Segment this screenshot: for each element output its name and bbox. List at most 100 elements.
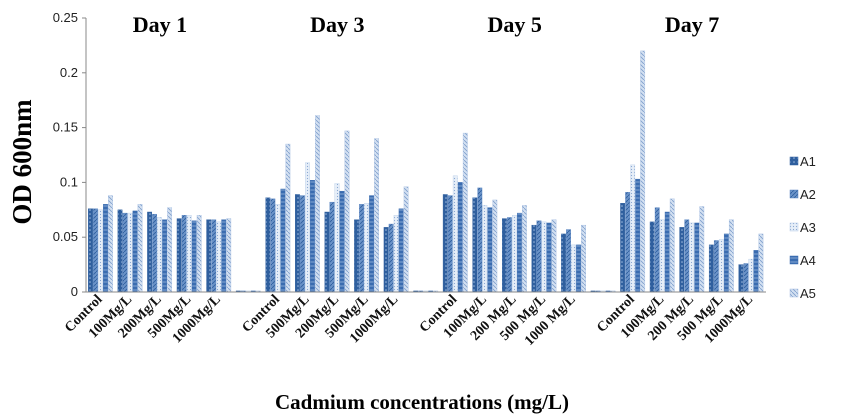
bar-a3-cat-9 [364, 203, 369, 293]
bar-a5-cat-10 [403, 186, 409, 293]
bar-a2-cat-6 [270, 198, 276, 293]
bar-a3-cat-18 [630, 164, 636, 293]
bar-a1-cat-14 [502, 218, 507, 293]
bar-a1-cat-13 [472, 197, 478, 293]
bar-a1-cat-18 [620, 203, 626, 293]
x-axis-label: Cadmium concentrations (mg/L) [275, 390, 569, 414]
bar-a3-cat-15 [541, 221, 547, 293]
bar-a2-cat-12 [447, 195, 453, 293]
bar-a3-cat-0 [98, 209, 103, 293]
bar-a2-cat-13 [477, 187, 483, 293]
y-tick-label: 0.05 [53, 229, 78, 244]
legend-label-a1: A1 [800, 154, 816, 169]
bar-a2-cat-9 [359, 204, 364, 293]
bar-a3-cat-19 [659, 219, 665, 293]
bar-a1-cat-12 [442, 194, 448, 293]
bar-a4-cat-15 [546, 222, 552, 293]
bar-a4-cat-13 [487, 207, 493, 293]
legend-label-a4: A4 [800, 253, 816, 268]
y-tick-label: 0.2 [60, 65, 78, 80]
bar-a1-cat-21 [708, 244, 714, 293]
bar-a2-cat-18 [625, 192, 631, 293]
bar-a1-cat-2 [147, 211, 153, 293]
bar-a1-cat-15 [531, 224, 537, 293]
bar-a2-cat-7 [300, 195, 305, 293]
bar-a3-cat-22 [748, 258, 754, 293]
bar-a5-cat-16 [581, 224, 586, 293]
bar-a3-cat-16 [571, 244, 576, 293]
bar-a5-cat-9 [374, 138, 379, 293]
bar-a2-cat-16 [566, 229, 571, 293]
bar-a3-cat-1 [127, 212, 133, 293]
bar-a3-cat-10 [393, 215, 399, 293]
bar-a3-cat-2 [157, 217, 163, 293]
bar-a4-cat-22 [753, 250, 759, 293]
bar-a3-cat-13 [482, 205, 488, 293]
bar-a5-cat-20 [699, 206, 705, 293]
bar-a3-cat-21 [718, 239, 724, 293]
y-tick-label: 0.25 [53, 10, 78, 25]
bar-a2-cat-2 [152, 213, 158, 293]
bar-a4-cat-12 [457, 182, 463, 293]
bar-a1-cat-3 [176, 218, 182, 293]
bar-a4-cat-6 [280, 188, 286, 293]
bar-a5-cat-6 [285, 143, 291, 293]
bar-a1-cat-10 [383, 227, 389, 293]
bar-a2-cat-1 [122, 212, 128, 293]
legend-swatch-a4 [789, 255, 799, 265]
bar-a2-cat-3 [181, 215, 187, 293]
bar-a5-cat-22 [758, 233, 764, 293]
y-axis-ticks: 0 0.05 0.1 0.15 0.2 0.25 [53, 10, 86, 299]
bar-a2-cat-0 [93, 208, 98, 293]
legend-swatch-a5 [789, 288, 799, 298]
bar-a5-cat-8 [344, 130, 350, 293]
bar-a5-cat-13 [492, 199, 498, 293]
bar-a4-cat-3 [191, 220, 197, 293]
legend-swatch-a3 [789, 222, 799, 232]
bar-a3-cat-14 [512, 215, 517, 293]
bar-a5-cat-4 [226, 218, 232, 293]
bar-a3-cat-12 [452, 175, 458, 293]
bar-a1-cat-0 [88, 208, 93, 293]
bar-a2-cat-21 [713, 240, 719, 293]
bar-a4-cat-20 [694, 222, 700, 293]
bars [88, 50, 764, 293]
bar-a4-cat-21 [723, 233, 729, 293]
bar-a4-cat-8 [339, 190, 345, 293]
bar-a5-cat-1 [137, 204, 143, 293]
bar-a3-cat-6 [275, 204, 281, 293]
y-tick-label: 0.15 [53, 120, 78, 135]
legend-swatch-a2 [789, 189, 799, 199]
bar-a4-cat-10 [398, 208, 404, 293]
legend-label-a5: A5 [800, 286, 816, 301]
bar-a1-cat-1 [117, 209, 123, 293]
bar-a5-cat-7 [315, 115, 320, 293]
bar-a5-cat-19 [669, 198, 675, 293]
bar-a2-cat-4 [211, 219, 217, 293]
bar-a5-cat-14 [522, 205, 527, 293]
bar-a1-cat-4 [206, 219, 212, 293]
bar-a4-cat-1 [132, 210, 138, 293]
group-label-day: Day 5 [488, 12, 542, 37]
bar-a4-cat-2 [162, 219, 168, 293]
y-tick-label: 0 [71, 284, 78, 299]
bar-a4-cat-19 [664, 211, 670, 293]
bar-a2-cat-14 [507, 217, 512, 293]
bar-a4-cat-7 [310, 180, 315, 293]
bar-a1-cat-19 [649, 221, 655, 293]
bar-a1-cat-8 [324, 211, 330, 293]
bar-a4-cat-18 [635, 178, 641, 293]
bar-a4-cat-4 [221, 219, 227, 293]
bar-a2-cat-19 [654, 207, 660, 293]
bar-a1-cat-20 [679, 227, 685, 293]
bar-a1-cat-6 [265, 197, 271, 293]
bar-a1-cat-22 [738, 264, 744, 293]
bar-a2-cat-8 [329, 201, 335, 293]
group-label-day: Day 7 [665, 12, 719, 37]
bar-a2-cat-22 [743, 263, 749, 293]
bar-a4-cat-14 [517, 212, 522, 293]
y-axis-label: OD 600nm [7, 99, 37, 225]
group-label-day: Day 3 [310, 12, 364, 37]
legend-swatch-a1 [789, 156, 799, 166]
